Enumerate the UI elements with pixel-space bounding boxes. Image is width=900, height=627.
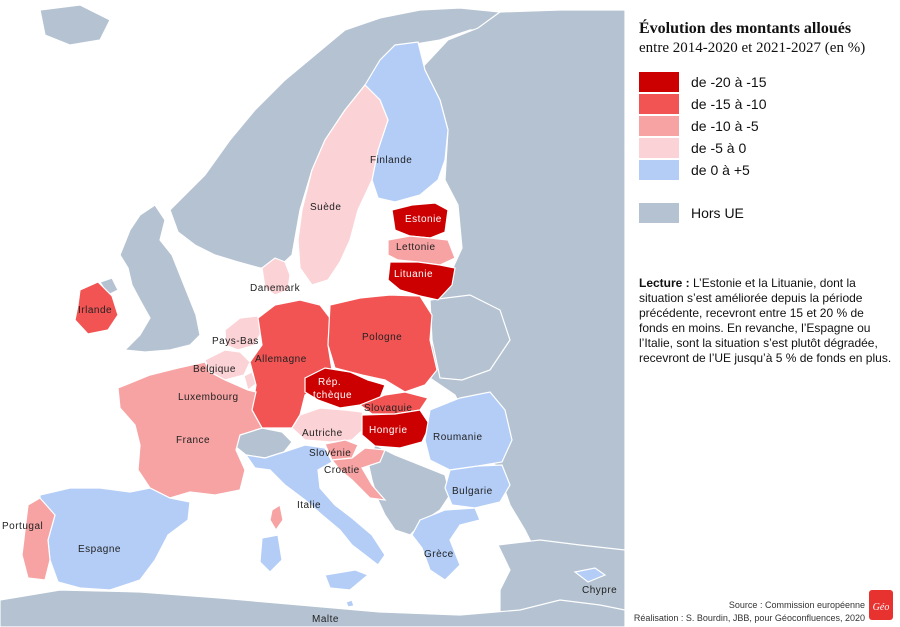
country-pays-bas[interactable] — [224, 315, 263, 351]
label-luxembourg: Luxembourg — [178, 392, 239, 403]
country-hongrie[interactable] — [361, 409, 431, 449]
label-finlande: Finlande — [370, 155, 412, 166]
legend-label: de -10 à -5 — [691, 118, 759, 134]
label-france: France — [176, 435, 210, 446]
label-allemagne: Allemagne — [255, 354, 307, 365]
label-autriche: Autriche — [302, 428, 343, 439]
country-italie[interactable] — [244, 444, 386, 566]
label-lettonie: Lettonie — [396, 242, 436, 253]
label-rep-tcheque-1: Rép. — [318, 377, 341, 388]
label-lituanie: Lituanie — [394, 269, 433, 280]
label-hongrie: Hongrie — [369, 425, 408, 436]
legend-swatch — [639, 160, 679, 180]
country-lettonie[interactable] — [387, 235, 456, 266]
source-text: Source : Commission européenne — [728, 600, 865, 610]
country-suede[interactable] — [297, 84, 389, 286]
legend-label: de -20 à -15 — [691, 74, 767, 90]
label-belgique: Belgique — [193, 364, 236, 375]
country-france[interactable] — [117, 361, 263, 499]
eu-countries — [21, 41, 607, 608]
label-italie: Italie — [297, 500, 321, 511]
legend-label: de -15 à -10 — [691, 96, 767, 112]
country-italie-sardaigne — [259, 534, 283, 573]
country-labels: Finlande Suède Estonie Lettonie Lituanie… — [2, 155, 617, 625]
legend-title: Évolution des montants alloués — [639, 20, 852, 37]
legend-panel: Évolution des montants alloués entre 201… — [633, 0, 900, 627]
country-lituanie[interactable] — [387, 261, 456, 301]
label-bulgarie: Bulgarie — [452, 486, 493, 497]
country-croatie[interactable] — [330, 447, 387, 501]
country-irlande[interactable] — [74, 281, 119, 335]
country-chypre[interactable] — [573, 567, 607, 583]
label-grece: Grèce — [424, 549, 454, 560]
country-allemagne[interactable] — [249, 299, 333, 429]
country-danemark[interactable] — [261, 257, 291, 296]
legend-swatch — [639, 203, 679, 223]
country-estonie[interactable] — [391, 202, 449, 239]
label-slovaquie: Slovaquie — [364, 403, 412, 414]
country-bulgarie[interactable] — [444, 464, 511, 509]
label-pologne: Pologne — [362, 332, 402, 343]
label-suede: Suède — [310, 202, 341, 213]
country-italie-sicile — [324, 569, 370, 591]
legend-label: Hors UE — [691, 205, 744, 221]
country-slovenie[interactable] — [324, 439, 359, 461]
label-pays-bas: Pays-Bas — [212, 336, 259, 347]
legend-label: de 0 à +5 — [691, 162, 750, 178]
label-slovenie: Slovénie — [309, 448, 351, 459]
label-portugal: Portugal — [2, 521, 43, 532]
label-chypre: Chypre — [582, 585, 617, 596]
legend-swatch — [639, 116, 679, 136]
label-malte: Malte — [312, 614, 339, 625]
label-rep-tcheque-2: tchèque — [313, 390, 352, 401]
country-pologne[interactable] — [327, 294, 438, 393]
legend-swatch — [639, 138, 679, 158]
europe-map: Finlande Suède Estonie Lettonie Lituanie… — [0, 4, 625, 627]
label-irlande: Irlande — [78, 305, 112, 316]
credit-text: Réalisation : S. Bourdin, JBB, pour Géoc… — [633, 613, 865, 623]
legend-swatch — [639, 94, 679, 114]
label-estonie: Estonie — [405, 214, 442, 225]
reading-bold: Lecture : — [639, 276, 690, 290]
label-croatie: Croatie — [324, 465, 360, 476]
label-roumanie: Roumanie — [433, 432, 483, 443]
country-portugal[interactable] — [21, 497, 56, 581]
country-roumanie[interactable] — [424, 391, 513, 471]
reading-text: L’Estonie et la Lituanie, dont la situat… — [639, 276, 892, 365]
geoconfluences-logo: Géo — [869, 590, 893, 620]
reading-note: Lecture : L’Estonie et la Lituanie, dont… — [639, 276, 894, 366]
legend-label: de -5 à 0 — [691, 140, 747, 156]
label-espagne: Espagne — [78, 544, 121, 555]
legend-swatch — [639, 72, 679, 92]
label-danemark: Danemark — [250, 283, 301, 294]
country-france-corse — [269, 504, 284, 532]
country-malte[interactable] — [345, 599, 355, 608]
non-eu-land — [0, 4, 625, 627]
legend-subtitle: entre 2014-2020 et 2021-2027 (en %) — [639, 40, 866, 56]
svg-text:Géo: Géo — [873, 602, 890, 613]
country-grece[interactable] — [411, 507, 481, 581]
